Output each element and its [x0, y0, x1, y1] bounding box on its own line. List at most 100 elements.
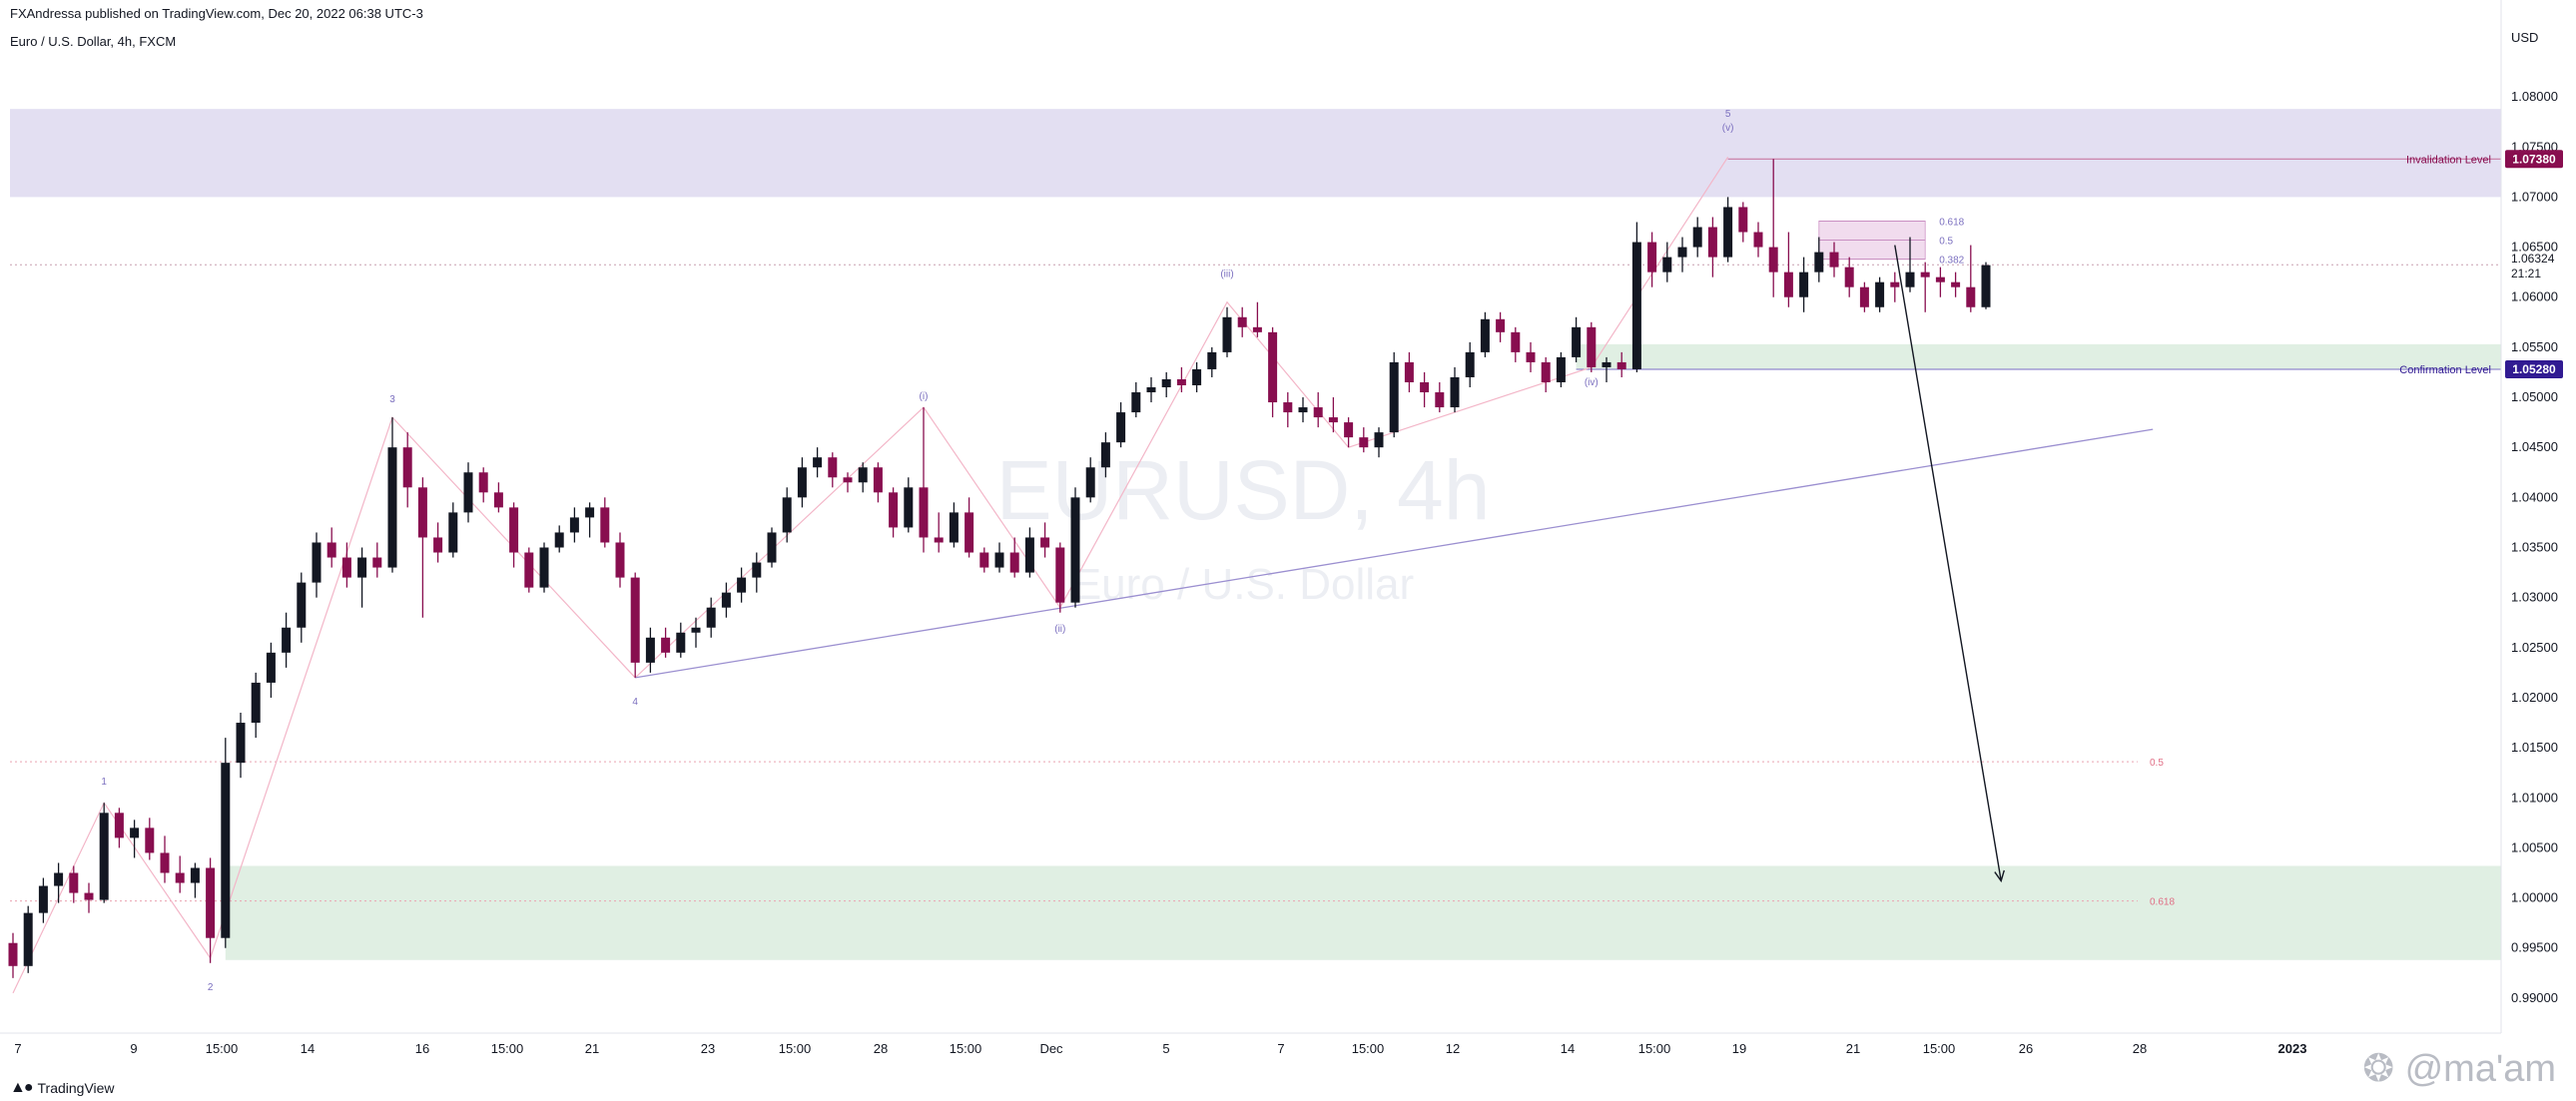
- candle-body: [767, 532, 777, 563]
- candle: [1616, 351, 1626, 377]
- candle: [1783, 232, 1793, 307]
- time-tick-label: 15:00: [206, 1041, 239, 1056]
- candle-body: [190, 867, 200, 883]
- candle-body: [175, 872, 185, 883]
- candle-body: [1647, 242, 1657, 273]
- candle-body: [1631, 242, 1641, 369]
- candle: [1404, 351, 1414, 393]
- candle: [873, 462, 883, 503]
- candle: [478, 467, 488, 503]
- time-axis[interactable]: 7 9 15:00 14 16 15:00 21 23 15:00 28 15:00 Dec 5 7 15:…: [0, 1032, 2501, 1056]
- candle-body: [1328, 417, 1338, 423]
- candle-body: [1055, 547, 1065, 603]
- candle: [1040, 522, 1050, 558]
- candle: [965, 497, 974, 558]
- wave-label: (v): [1722, 123, 1734, 134]
- candle: [1496, 311, 1506, 342]
- zones-layer: [10, 109, 2501, 960]
- candle: [1252, 301, 1262, 337]
- candle-body: [661, 637, 671, 653]
- candle: [1753, 222, 1763, 258]
- candle: [1100, 432, 1110, 478]
- candle-body: [858, 467, 868, 483]
- invalidation-price-tag: [2505, 150, 2563, 169]
- price-tick-label: 1.05500: [2511, 339, 2558, 354]
- candle: [1541, 356, 1551, 393]
- tradingview-brand[interactable]: ▲● TradingView: [10, 1079, 115, 1097]
- candle-body: [1131, 392, 1141, 413]
- candle: [979, 547, 989, 573]
- candle-body: [585, 507, 595, 518]
- price-tick-label: 0.99000: [2511, 990, 2558, 1005]
- wave-label: (i): [920, 391, 929, 402]
- candle-body: [721, 592, 731, 608]
- candle-body: [797, 467, 807, 498]
- candle-body: [1829, 252, 1839, 268]
- candle-body: [448, 512, 458, 553]
- time-tick-label: 15:00: [950, 1041, 982, 1056]
- candle: [1631, 222, 1641, 372]
- candle-body: [752, 562, 762, 578]
- candle-body: [782, 497, 792, 533]
- candle-body: [1100, 442, 1110, 468]
- candle-body: [1783, 272, 1793, 297]
- candle: [23, 905, 33, 973]
- candle: [84, 882, 94, 913]
- candles-layer: [8, 159, 1991, 978]
- price-tick-label: 1.04500: [2511, 439, 2558, 454]
- candle: [1085, 457, 1095, 503]
- candle-body: [1085, 467, 1095, 498]
- supply-zone: [10, 109, 2501, 198]
- candle-body: [1450, 376, 1460, 408]
- candle: [417, 477, 427, 618]
- candle-body: [1161, 378, 1171, 388]
- candle-body: [1662, 257, 1672, 273]
- candle: [1480, 311, 1490, 357]
- price-tick-label: 0.99500: [2511, 940, 2558, 955]
- candle-body: [1465, 351, 1475, 377]
- candle-body: [1859, 286, 1869, 307]
- candle-body: [1753, 232, 1763, 248]
- candle: [326, 527, 336, 568]
- candle: [236, 713, 246, 779]
- candle: [828, 452, 838, 488]
- price-tick-label: 1.03000: [2511, 590, 2558, 605]
- candle-body: [402, 447, 412, 488]
- price-axis[interactable]: 1.080001.075001.070001.065001.060001.055…: [2500, 0, 2563, 1033]
- annotation-labels: 0.618 0.5 0.382 0.5 0.618 Invalidation Level C…: [101, 109, 2491, 993]
- candle-body: [630, 577, 640, 663]
- candle: [1283, 392, 1293, 428]
- candle: [1146, 376, 1156, 403]
- candle-body: [1511, 331, 1521, 352]
- candle: [1511, 326, 1521, 362]
- candle: [1572, 316, 1582, 362]
- time-tick-label: 19: [1732, 1041, 1746, 1056]
- candle-body: [84, 892, 94, 900]
- candle: [1526, 341, 1536, 372]
- candle-body: [1496, 318, 1506, 332]
- time-tick-label: 12: [1446, 1041, 1460, 1056]
- candle: [8, 932, 18, 978]
- candle-body: [282, 627, 292, 653]
- candle-body: [1040, 537, 1050, 548]
- candle-body: [509, 507, 519, 553]
- candle-body: [1799, 272, 1809, 297]
- candle: [1313, 392, 1323, 428]
- candle: [357, 547, 367, 608]
- last-price-label: 1.06324: [2511, 252, 2555, 266]
- time-tick-label: 14: [1561, 1041, 1575, 1056]
- candle: [676, 622, 686, 658]
- candle-body: [994, 552, 1004, 568]
- candle-body: [1935, 276, 1945, 282]
- author-handle: ❂ @ma'am: [2362, 1048, 2556, 1090]
- candle-body: [312, 542, 322, 583]
- candle: [1222, 306, 1232, 357]
- candle-body: [1723, 207, 1733, 258]
- time-tick-label: 15:00: [1923, 1041, 1956, 1056]
- symbol-title: Euro / U.S. Dollar, 4h, FXCM: [10, 34, 177, 49]
- candle: [387, 417, 397, 573]
- candle-body: [813, 457, 823, 468]
- invalidation-price-tag-text: 1.07380: [2512, 152, 2556, 166]
- time-tick-label: 21: [1846, 1041, 1860, 1056]
